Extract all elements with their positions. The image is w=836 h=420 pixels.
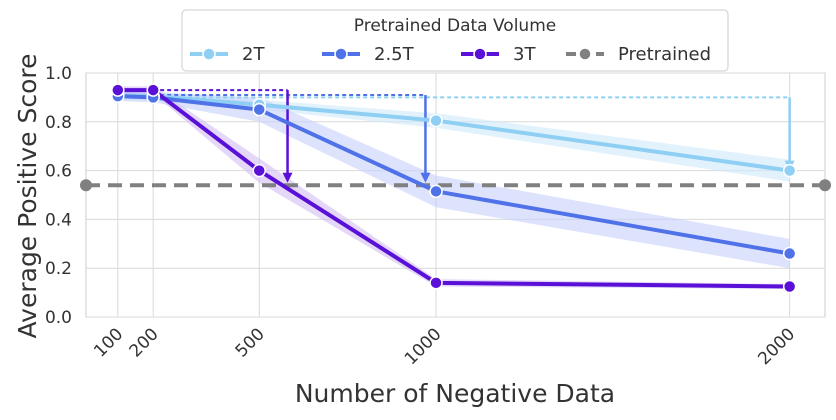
legend-label: 3T — [513, 44, 536, 65]
data-point-3T — [429, 276, 443, 290]
legend-swatch-marker — [334, 47, 348, 61]
data-point-2.5T — [429, 184, 443, 199]
data-point-2T — [429, 113, 443, 128]
data-point-3T — [111, 83, 125, 97]
y-tick-label: 0.0 — [45, 308, 72, 328]
legend-label: 2T — [242, 44, 265, 65]
pretrained-baseline — [80, 179, 831, 192]
data-point-2.5T — [782, 246, 797, 261]
x-tick-label: 1000 — [401, 324, 446, 369]
legend-title: Pretrained Data Volume — [354, 16, 556, 36]
y-axis-ticks: 0.0 0.2 0.4 0.6 0.8 1.0 — [45, 64, 72, 328]
data-point-3T — [146, 83, 160, 97]
legend-label: 2.5T — [374, 44, 415, 65]
x-tick-label: 2000 — [754, 324, 799, 369]
x-axis-label: Number of Negative Data — [295, 379, 615, 408]
data-point-2.5T — [252, 102, 267, 117]
pretrained-marker — [819, 179, 831, 192]
arrowhead-2.5T — [420, 172, 431, 183]
arrowhead-3T — [282, 172, 293, 183]
legend-label: Pretrained — [618, 44, 711, 65]
y-tick-label: 0.8 — [45, 113, 72, 133]
y-tick-label: 0.2 — [45, 259, 72, 279]
legend: Pretrained Data Volume 2T 2.5T 3T Pretraine… — [181, 9, 729, 72]
data-point-3T — [782, 279, 797, 294]
pretrained-marker — [80, 179, 92, 192]
x-tick-label: 200 — [126, 324, 163, 361]
y-tick-label: 1.0 — [45, 64, 72, 84]
y-axis-label: Average Positive Score — [13, 54, 42, 339]
legend-swatch-marker — [473, 47, 487, 61]
series-markers — [111, 83, 797, 294]
data-point-2T — [782, 163, 797, 178]
y-tick-label: 0.4 — [45, 210, 72, 230]
legend-swatch-marker — [202, 47, 216, 61]
x-tick-label: 500 — [232, 324, 269, 361]
legend-swatch-marker — [578, 47, 592, 61]
x-tick-label: 100 — [90, 324, 127, 361]
y-tick-label: 0.6 — [45, 162, 72, 182]
legend-entries: 2T 2.5T 3T Pretrained — [190, 44, 711, 65]
data-point-3T — [252, 163, 267, 178]
